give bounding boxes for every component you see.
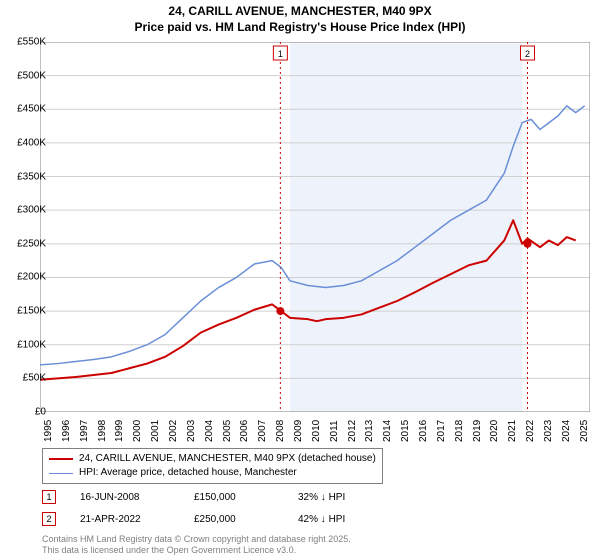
x-tick-label: 2006 (239, 420, 250, 442)
plot-svg: 12 (40, 42, 590, 412)
x-tick-label: 1995 (43, 420, 54, 442)
y-tick-label: £400K (17, 137, 46, 148)
x-tick-label: 2022 (525, 420, 536, 442)
marker-row-1: 1 16-JUN-2008 £150,000 32% ↓ HPI (42, 490, 345, 504)
legend-row: 24, CARILL AVENUE, MANCHESTER, M40 9PX (… (49, 452, 376, 466)
x-tick-label: 2002 (168, 420, 179, 442)
x-tick-label: 2014 (382, 420, 393, 442)
x-tick-label: 2003 (186, 420, 197, 442)
marker-price-1: £150,000 (194, 492, 274, 503)
marker-id-1: 1 (46, 492, 51, 502)
x-tick-label: 1998 (97, 420, 108, 442)
footer-line2: This data is licensed under the Open Gov… (42, 545, 351, 556)
x-tick-label: 2001 (150, 420, 161, 442)
y-tick-label: £500K (17, 70, 46, 81)
x-tick-label: 2013 (364, 420, 375, 442)
title-line2: Price paid vs. HM Land Registry's House … (0, 20, 600, 36)
x-tick-label: 2007 (257, 420, 268, 442)
marker-row-2: 2 21-APR-2022 £250,000 42% ↓ HPI (42, 512, 345, 526)
y-tick-label: £550K (17, 37, 46, 48)
svg-text:1: 1 (278, 49, 283, 59)
y-tick-label: £150K (17, 306, 46, 317)
x-tick-label: 2016 (418, 420, 429, 442)
legend-swatch-2 (49, 473, 73, 474)
x-tick-label: 1997 (79, 420, 90, 442)
y-tick-label: £100K (17, 339, 46, 350)
x-tick-label: 1996 (61, 420, 72, 442)
x-tick-label: 2011 (329, 420, 340, 442)
x-tick-label: 2009 (293, 420, 304, 442)
y-tick-label: £50K (23, 373, 46, 384)
x-tick-label: 2023 (543, 420, 554, 442)
y-tick-label: £350K (17, 171, 46, 182)
chart-area: 12 (40, 42, 590, 412)
chart-container: 24, CARILL AVENUE, MANCHESTER, M40 9PX P… (0, 0, 600, 560)
x-tick-label: 2010 (311, 420, 322, 442)
legend: 24, CARILL AVENUE, MANCHESTER, M40 9PX (… (42, 448, 383, 484)
x-tick-label: 2018 (454, 420, 465, 442)
svg-text:2: 2 (525, 49, 530, 59)
x-tick-label: 2012 (347, 420, 358, 442)
x-tick-label: 2004 (204, 420, 215, 442)
marker-box-2: 2 (42, 512, 56, 526)
x-tick-label: 2019 (472, 420, 483, 442)
title-block: 24, CARILL AVENUE, MANCHESTER, M40 9PX P… (0, 0, 600, 35)
y-tick-label: £450K (17, 104, 46, 115)
marker-box-1: 1 (42, 490, 56, 504)
x-tick-label: 2021 (507, 420, 518, 442)
footer: Contains HM Land Registry data © Crown c… (42, 534, 351, 556)
marker-date-2: 21-APR-2022 (80, 514, 170, 525)
x-tick-label: 2025 (579, 420, 590, 442)
legend-label-2: HPI: Average price, detached house, Manc… (79, 466, 297, 480)
x-tick-label: 2017 (436, 420, 447, 442)
x-tick-label: 2005 (222, 420, 233, 442)
y-tick-label: £200K (17, 272, 46, 283)
y-tick-label: £250K (17, 238, 46, 249)
marker-id-2: 2 (46, 514, 51, 524)
legend-row: HPI: Average price, detached house, Manc… (49, 466, 376, 480)
marker-delta-2: 42% ↓ HPI (298, 514, 345, 525)
y-tick-label: £0 (35, 407, 46, 418)
legend-swatch-1 (49, 458, 73, 460)
x-tick-label: 1999 (114, 420, 125, 442)
marker-delta-1: 32% ↓ HPI (298, 492, 345, 503)
x-tick-label: 2020 (489, 420, 500, 442)
marker-price-2: £250,000 (194, 514, 274, 525)
marker-date-1: 16-JUN-2008 (80, 492, 170, 503)
y-tick-label: £300K (17, 205, 46, 216)
x-tick-label: 2015 (400, 420, 411, 442)
footer-line1: Contains HM Land Registry data © Crown c… (42, 534, 351, 545)
x-tick-label: 2000 (132, 420, 143, 442)
title-line1: 24, CARILL AVENUE, MANCHESTER, M40 9PX (0, 4, 600, 20)
x-tick-label: 2024 (561, 420, 572, 442)
x-tick-label: 2008 (275, 420, 286, 442)
legend-label-1: 24, CARILL AVENUE, MANCHESTER, M40 9PX (… (79, 452, 376, 466)
